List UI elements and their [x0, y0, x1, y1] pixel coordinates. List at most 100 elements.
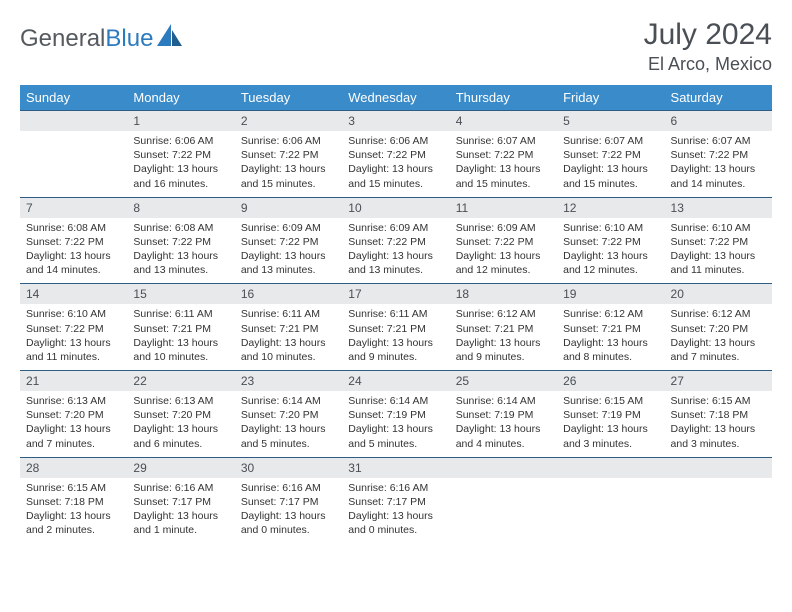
- sunset-line: Sunset: 7:20 PM: [26, 408, 121, 422]
- day-number: 8: [127, 198, 234, 218]
- day-body: Sunrise: 6:08 AMSunset: 7:22 PMDaylight:…: [127, 218, 234, 284]
- day-body: Sunrise: 6:08 AMSunset: 7:22 PMDaylight:…: [20, 218, 127, 284]
- calendar-cell: 10Sunrise: 6:09 AMSunset: 7:22 PMDayligh…: [342, 197, 449, 284]
- day-number: 12: [557, 198, 664, 218]
- calendar-row: 7Sunrise: 6:08 AMSunset: 7:22 PMDaylight…: [20, 197, 772, 284]
- day-body: Sunrise: 6:06 AMSunset: 7:22 PMDaylight:…: [235, 131, 342, 197]
- brand-part2: Blue: [105, 25, 153, 53]
- sunset-line: Sunset: 7:22 PM: [671, 148, 766, 162]
- calendar-cell: 15Sunrise: 6:11 AMSunset: 7:21 PMDayligh…: [127, 284, 234, 371]
- daylight-line: Daylight: 13 hours and 1 minute.: [133, 509, 228, 537]
- daylight-line: Daylight: 13 hours and 12 minutes.: [563, 249, 658, 277]
- calendar-cell: [450, 457, 557, 543]
- weekday-header: Saturday: [665, 85, 772, 111]
- calendar-cell: 23Sunrise: 6:14 AMSunset: 7:20 PMDayligh…: [235, 371, 342, 458]
- weekday-header: Friday: [557, 85, 664, 111]
- calendar-cell: 16Sunrise: 6:11 AMSunset: 7:21 PMDayligh…: [235, 284, 342, 371]
- day-body: Sunrise: 6:14 AMSunset: 7:19 PMDaylight:…: [342, 391, 449, 457]
- sunset-line: Sunset: 7:17 PM: [241, 495, 336, 509]
- day-body: Sunrise: 6:12 AMSunset: 7:21 PMDaylight:…: [557, 304, 664, 370]
- sunrise-line: Sunrise: 6:13 AM: [133, 394, 228, 408]
- day-body: Sunrise: 6:13 AMSunset: 7:20 PMDaylight:…: [20, 391, 127, 457]
- day-body: Sunrise: 6:14 AMSunset: 7:19 PMDaylight:…: [450, 391, 557, 457]
- calendar-table: SundayMondayTuesdayWednesdayThursdayFrid…: [20, 85, 772, 543]
- sunrise-line: Sunrise: 6:15 AM: [671, 394, 766, 408]
- header: GeneralBlue July 2024 El Arco, Mexico: [20, 18, 772, 75]
- day-number: 2: [235, 111, 342, 131]
- day-body: Sunrise: 6:15 AMSunset: 7:18 PMDaylight:…: [665, 391, 772, 457]
- sunrise-line: Sunrise: 6:07 AM: [671, 134, 766, 148]
- day-body: Sunrise: 6:09 AMSunset: 7:22 PMDaylight:…: [450, 218, 557, 284]
- sunrise-line: Sunrise: 6:12 AM: [456, 307, 551, 321]
- calendar-cell: 26Sunrise: 6:15 AMSunset: 7:19 PMDayligh…: [557, 371, 664, 458]
- sunset-line: Sunset: 7:20 PM: [671, 322, 766, 336]
- sunrise-line: Sunrise: 6:10 AM: [26, 307, 121, 321]
- sunrise-line: Sunrise: 6:14 AM: [241, 394, 336, 408]
- sunrise-line: Sunrise: 6:06 AM: [133, 134, 228, 148]
- day-number-empty: [20, 111, 127, 131]
- day-number: 21: [20, 371, 127, 391]
- day-number: 31: [342, 458, 449, 478]
- daylight-line: Daylight: 13 hours and 4 minutes.: [456, 422, 551, 450]
- calendar-cell: 1Sunrise: 6:06 AMSunset: 7:22 PMDaylight…: [127, 111, 234, 198]
- sunset-line: Sunset: 7:21 PM: [133, 322, 228, 336]
- day-number: 20: [665, 284, 772, 304]
- daylight-line: Daylight: 13 hours and 12 minutes.: [456, 249, 551, 277]
- day-body: Sunrise: 6:10 AMSunset: 7:22 PMDaylight:…: [557, 218, 664, 284]
- calendar-cell: 29Sunrise: 6:16 AMSunset: 7:17 PMDayligh…: [127, 457, 234, 543]
- calendar-cell: 30Sunrise: 6:16 AMSunset: 7:17 PMDayligh…: [235, 457, 342, 543]
- day-number: 18: [450, 284, 557, 304]
- day-number: 6: [665, 111, 772, 131]
- day-number: 4: [450, 111, 557, 131]
- sunset-line: Sunset: 7:17 PM: [133, 495, 228, 509]
- day-body: Sunrise: 6:16 AMSunset: 7:17 PMDaylight:…: [127, 478, 234, 544]
- sunrise-line: Sunrise: 6:07 AM: [563, 134, 658, 148]
- day-body: Sunrise: 6:09 AMSunset: 7:22 PMDaylight:…: [342, 218, 449, 284]
- sunset-line: Sunset: 7:21 PM: [456, 322, 551, 336]
- sunset-line: Sunset: 7:21 PM: [563, 322, 658, 336]
- day-number: 1: [127, 111, 234, 131]
- calendar-cell: 28Sunrise: 6:15 AMSunset: 7:18 PMDayligh…: [20, 457, 127, 543]
- daylight-line: Daylight: 13 hours and 15 minutes.: [241, 162, 336, 190]
- day-body: Sunrise: 6:11 AMSunset: 7:21 PMDaylight:…: [127, 304, 234, 370]
- sunrise-line: Sunrise: 6:15 AM: [26, 481, 121, 495]
- day-number: 25: [450, 371, 557, 391]
- calendar-cell: 14Sunrise: 6:10 AMSunset: 7:22 PMDayligh…: [20, 284, 127, 371]
- day-number: 7: [20, 198, 127, 218]
- sunrise-line: Sunrise: 6:16 AM: [241, 481, 336, 495]
- daylight-line: Daylight: 13 hours and 8 minutes.: [563, 336, 658, 364]
- day-body: Sunrise: 6:15 AMSunset: 7:19 PMDaylight:…: [557, 391, 664, 457]
- day-number: 24: [342, 371, 449, 391]
- day-number: 5: [557, 111, 664, 131]
- calendar-cell: 3Sunrise: 6:06 AMSunset: 7:22 PMDaylight…: [342, 111, 449, 198]
- daylight-line: Daylight: 13 hours and 13 minutes.: [241, 249, 336, 277]
- calendar-cell: 13Sunrise: 6:10 AMSunset: 7:22 PMDayligh…: [665, 197, 772, 284]
- sunset-line: Sunset: 7:18 PM: [26, 495, 121, 509]
- calendar-body: 1Sunrise: 6:06 AMSunset: 7:22 PMDaylight…: [20, 111, 772, 544]
- daylight-line: Daylight: 13 hours and 16 minutes.: [133, 162, 228, 190]
- day-number: 22: [127, 371, 234, 391]
- day-number-empty: [557, 458, 664, 478]
- day-body: Sunrise: 6:13 AMSunset: 7:20 PMDaylight:…: [127, 391, 234, 457]
- calendar-cell: 20Sunrise: 6:12 AMSunset: 7:20 PMDayligh…: [665, 284, 772, 371]
- location: El Arco, Mexico: [644, 54, 772, 75]
- daylight-line: Daylight: 13 hours and 14 minutes.: [671, 162, 766, 190]
- weekday-header-row: SundayMondayTuesdayWednesdayThursdayFrid…: [20, 85, 772, 111]
- calendar-cell: 22Sunrise: 6:13 AMSunset: 7:20 PMDayligh…: [127, 371, 234, 458]
- sunrise-line: Sunrise: 6:11 AM: [241, 307, 336, 321]
- day-number: 26: [557, 371, 664, 391]
- day-number: 15: [127, 284, 234, 304]
- calendar-cell: 18Sunrise: 6:12 AMSunset: 7:21 PMDayligh…: [450, 284, 557, 371]
- calendar-cell: 9Sunrise: 6:09 AMSunset: 7:22 PMDaylight…: [235, 197, 342, 284]
- calendar-cell: 31Sunrise: 6:16 AMSunset: 7:17 PMDayligh…: [342, 457, 449, 543]
- sunrise-line: Sunrise: 6:06 AM: [348, 134, 443, 148]
- sunset-line: Sunset: 7:22 PM: [241, 235, 336, 249]
- sunset-line: Sunset: 7:22 PM: [348, 235, 443, 249]
- calendar-cell: [557, 457, 664, 543]
- daylight-line: Daylight: 13 hours and 5 minutes.: [241, 422, 336, 450]
- calendar-cell: 5Sunrise: 6:07 AMSunset: 7:22 PMDaylight…: [557, 111, 664, 198]
- calendar-cell: 12Sunrise: 6:10 AMSunset: 7:22 PMDayligh…: [557, 197, 664, 284]
- day-number: 17: [342, 284, 449, 304]
- daylight-line: Daylight: 13 hours and 10 minutes.: [241, 336, 336, 364]
- daylight-line: Daylight: 13 hours and 15 minutes.: [348, 162, 443, 190]
